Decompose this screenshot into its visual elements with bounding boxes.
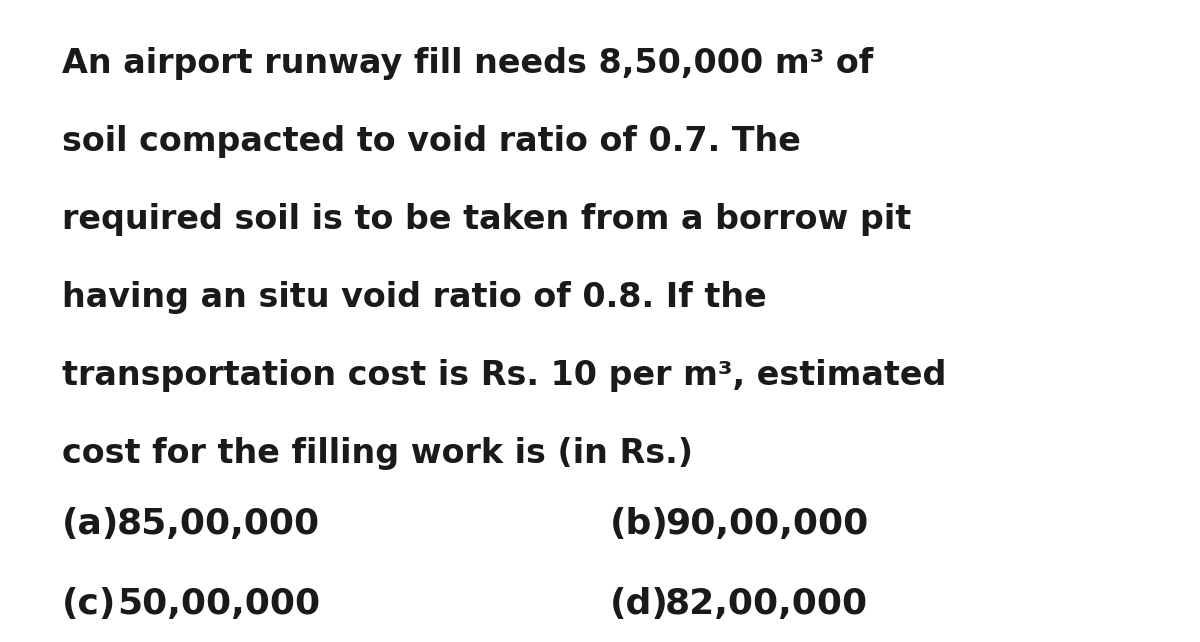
Text: (a): (a) [62,507,119,541]
Text: (b): (b) [610,507,668,541]
Text: (d): (d) [610,587,668,621]
Text: soil compacted to void ratio of 0.7. The: soil compacted to void ratio of 0.7. The [62,125,800,158]
Text: (c): (c) [62,587,116,621]
Text: cost for the filling work is (in Rs.): cost for the filling work is (in Rs.) [62,437,694,470]
Text: 90,00,000: 90,00,000 [665,507,869,541]
Text: transportation cost is Rs. 10 per m³, estimated: transportation cost is Rs. 10 per m³, es… [62,359,947,392]
Text: required soil is to be taken from a borrow pit: required soil is to be taken from a borr… [62,203,911,236]
Text: An airport runway fill needs 8,50,000 m³ of: An airport runway fill needs 8,50,000 m³… [62,47,874,80]
Text: having an situ void ratio of 0.8. If the: having an situ void ratio of 0.8. If the [62,281,767,314]
Text: 82,00,000: 82,00,000 [665,587,868,621]
Text: 85,00,000: 85,00,000 [118,507,320,541]
Text: 50,00,000: 50,00,000 [118,587,320,621]
